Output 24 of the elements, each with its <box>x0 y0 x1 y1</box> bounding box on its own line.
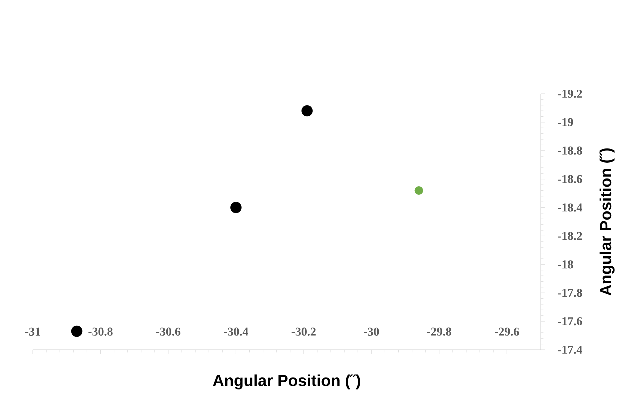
x-tick-label: -31 <box>25 328 40 336</box>
y-tick-label: -17.6 <box>558 317 582 326</box>
y-tick-label: -18.6 <box>558 175 582 184</box>
y-tick-label: -18 <box>558 260 574 269</box>
x-tick-label: -30.8 <box>88 328 113 336</box>
x-tick-label: -30.6 <box>156 328 181 336</box>
y-tick-label: -19.2 <box>558 90 582 98</box>
y-tick-label: -18.2 <box>558 232 582 240</box>
y-axis-title: Angular Position (˝) <box>600 148 615 296</box>
point <box>71 326 83 338</box>
y-tick-label: -19 <box>558 118 574 126</box>
y-tick-label: -18.4 <box>558 204 582 212</box>
x-tick-label: -30.2 <box>292 328 316 336</box>
x-tick-label: -30 <box>364 328 380 336</box>
point <box>302 105 313 117</box>
x-tick-label: -29.8 <box>427 328 452 336</box>
x-axis-title: Angular Position (˝) <box>213 374 360 390</box>
point <box>230 202 242 214</box>
point <box>414 186 424 195</box>
y-tick-label: -18.8 <box>558 146 582 155</box>
y-tick-label: -17.4 <box>558 346 582 354</box>
y-tick-label: -17.8 <box>558 289 582 298</box>
x-tick-label: -29.6 <box>495 328 520 336</box>
x-tick-label: -30.4 <box>224 328 248 336</box>
